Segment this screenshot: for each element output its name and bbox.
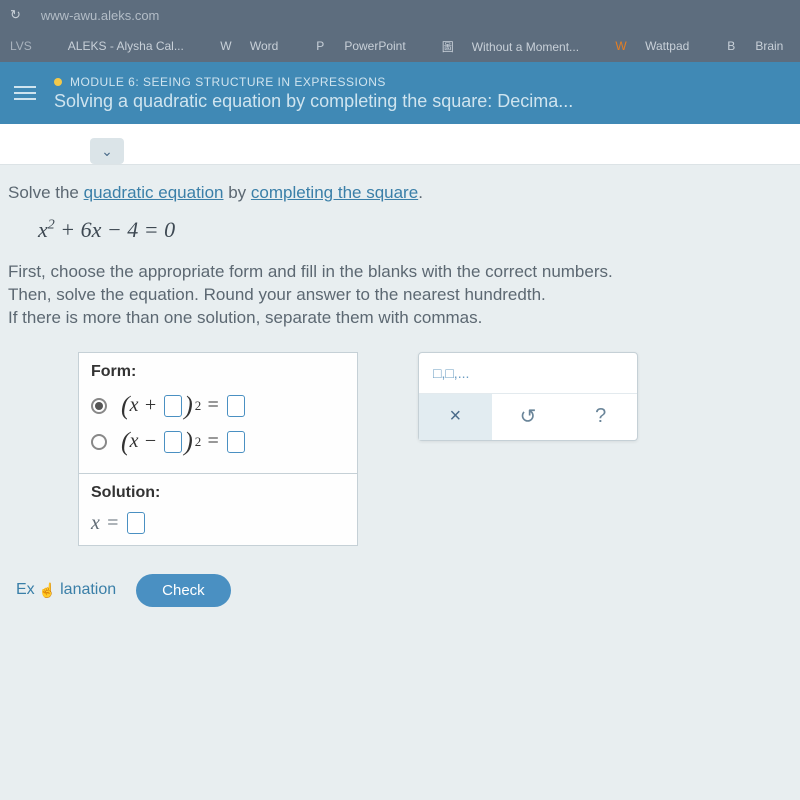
bookmark-without[interactable]: 圖Without a Moment... — [442, 38, 597, 55]
toolbox: □,□,... × ↺ ? — [418, 352, 638, 441]
module-label: MODULE 6: SEEING STRUCTURE IN EXPRESSION… — [54, 75, 573, 89]
link-quadratic[interactable]: quadratic equation — [84, 183, 224, 202]
footer: Ex☝lanation Check — [8, 546, 792, 607]
toolbox-hint[interactable]: □,□,... — [419, 353, 637, 393]
url-bar[interactable]: www-awu.aleks.com — [41, 8, 159, 23]
form-label: Form: — [91, 363, 345, 381]
solution-input[interactable] — [127, 512, 145, 534]
content-area: Solve the quadratic equation by completi… — [0, 165, 800, 607]
refresh-icon[interactable]: ↻ — [10, 7, 21, 23]
form-option-plus[interactable]: (x + )2 = — [91, 391, 345, 421]
instructions: First, choose the appropriate form and f… — [8, 261, 792, 330]
radio-unselected-icon[interactable] — [91, 434, 107, 450]
menu-icon[interactable] — [14, 86, 36, 100]
browser-topbar: ↻ www-awu.aleks.com — [0, 0, 800, 30]
solution-line: x= — [91, 512, 345, 535]
bookmarks-bar: LVS ALEKS - Alysha Cal... WWord PPowerPo… — [0, 30, 800, 62]
module-dot-icon — [54, 78, 62, 86]
bookmark-powerpoint[interactable]: PPowerPoint — [314, 39, 423, 53]
blank-input[interactable] — [164, 395, 182, 417]
clear-button[interactable]: × — [419, 394, 492, 440]
chevron-down-icon[interactable]: ⌄ — [90, 138, 124, 164]
blank-input[interactable] — [227, 395, 245, 417]
page-header: MODULE 6: SEEING STRUCTURE IN EXPRESSION… — [0, 62, 800, 124]
bookmark-word[interactable]: WWord — [220, 39, 296, 53]
reset-button[interactable]: ↺ — [492, 394, 565, 440]
page-title: Solving a quadratic equation by completi… — [54, 91, 573, 112]
equation: x2 + 6x − 4 = 0 — [38, 217, 792, 243]
help-button[interactable]: ? — [564, 394, 637, 440]
blank-input[interactable] — [227, 431, 245, 453]
form-option-minus[interactable]: (x − )2 = — [91, 427, 345, 457]
bookmark-wattpad[interactable]: WWattpad — [615, 39, 707, 53]
form-box: Form: (x + )2 = (x − )2 = Solution: x= — [78, 352, 358, 546]
blank-input[interactable] — [164, 431, 182, 453]
explanation-link[interactable]: Ex☝lanation — [16, 581, 116, 599]
bookmark-aleks[interactable]: ALEKS - Alysha Cal... — [68, 39, 202, 53]
bookmark-brain[interactable]: BBrain — [725, 39, 800, 53]
radio-selected-icon[interactable] — [91, 398, 107, 414]
question-toolbar: ⌄ — [0, 124, 800, 165]
link-completing[interactable]: completing the square — [251, 183, 418, 202]
cursor-icon: ☝ — [39, 582, 56, 599]
solution-label: Solution: — [91, 484, 345, 502]
prompt-text: Solve the quadratic equation by completi… — [8, 183, 792, 203]
check-button[interactable]: Check — [136, 574, 231, 607]
bookmark-lvs[interactable]: LVS — [10, 39, 50, 53]
